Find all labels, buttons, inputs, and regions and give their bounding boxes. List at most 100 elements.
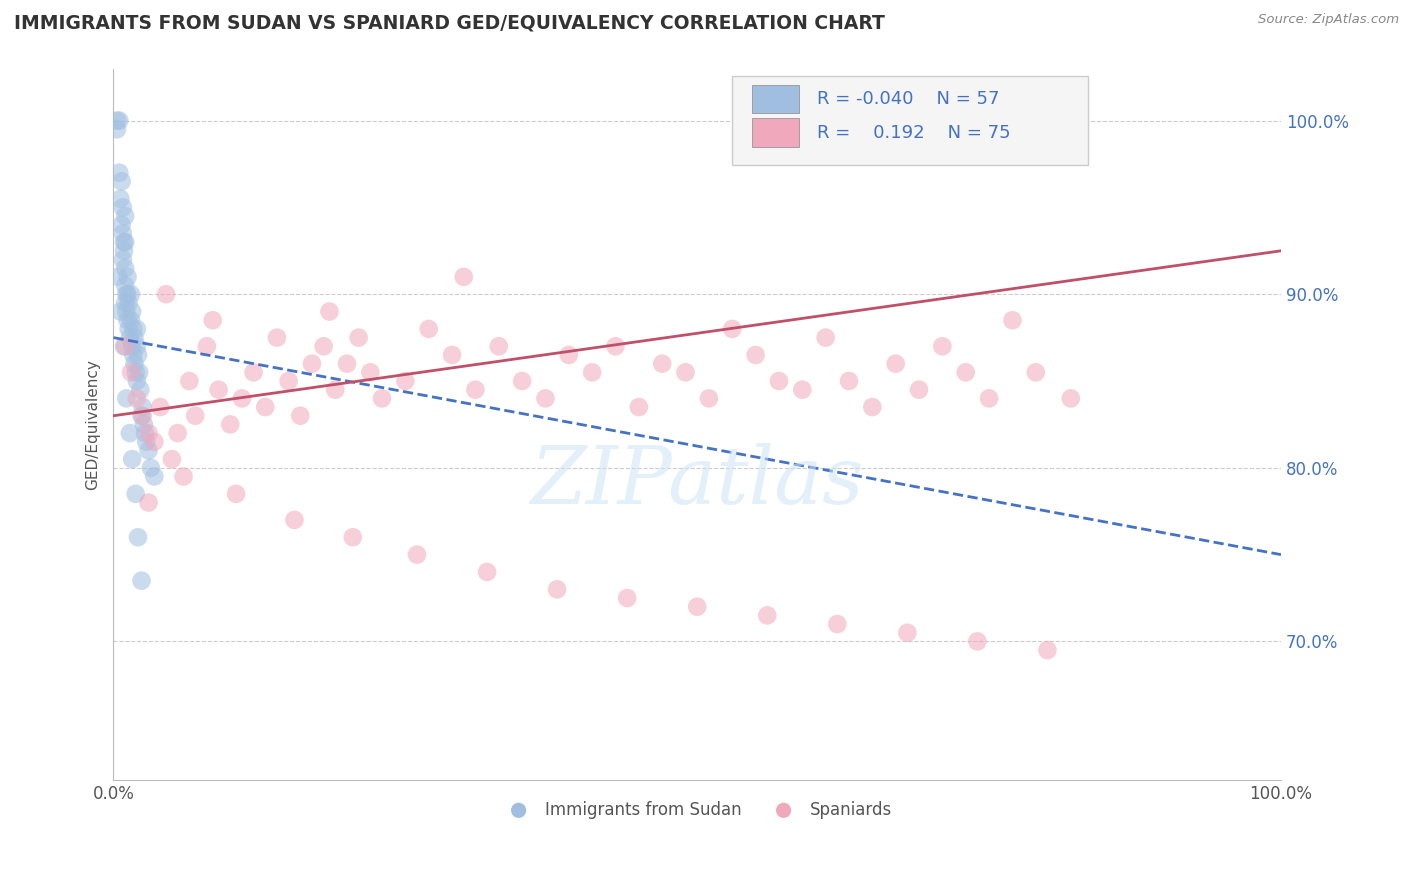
Point [179, 374, 201, 388]
Point [111, 201, 134, 215]
Text: Source: ZipAtlas.com: Source: ZipAtlas.com [1258, 13, 1399, 27]
Point [1025, 365, 1047, 379]
Point [242, 365, 264, 379]
Point [342, 530, 364, 544]
Point [721, 322, 744, 336]
Point [114, 278, 136, 293]
Point [1060, 392, 1083, 406]
Point [219, 417, 242, 432]
Text: R = -0.040    N = 57: R = -0.040 N = 57 [817, 90, 1000, 108]
Point [127, 348, 149, 362]
Point [121, 304, 143, 318]
Point [111, 252, 134, 267]
Point [115, 287, 138, 301]
Point [627, 400, 650, 414]
Point [453, 269, 475, 284]
Point [122, 348, 145, 362]
Point [112, 339, 135, 353]
Point [605, 339, 627, 353]
Legend: Immigrants from Sudan, Spaniards: Immigrants from Sudan, Spaniards [495, 794, 900, 825]
Point [108, 166, 131, 180]
Point [266, 330, 288, 344]
Point [406, 548, 429, 562]
Point [127, 530, 149, 544]
Point [111, 174, 134, 188]
Point [184, 409, 207, 423]
Point [118, 330, 141, 344]
Point [125, 392, 148, 406]
FancyBboxPatch shape [752, 119, 799, 147]
Point [124, 487, 146, 501]
Point [277, 374, 299, 388]
Point [120, 365, 142, 379]
Point [124, 357, 146, 371]
Point [616, 591, 638, 605]
Point [359, 365, 381, 379]
Point [132, 417, 155, 432]
Point [115, 392, 138, 406]
Point [124, 330, 146, 344]
Point [955, 365, 977, 379]
Point [977, 392, 1000, 406]
Point [301, 357, 323, 371]
Point [117, 313, 139, 327]
Point [125, 374, 148, 388]
Point [117, 269, 139, 284]
Point [173, 469, 195, 483]
Y-axis label: GED/Equivalency: GED/Equivalency [86, 359, 100, 490]
Point [125, 322, 148, 336]
Point [581, 365, 603, 379]
Point [336, 357, 359, 371]
Point [510, 374, 533, 388]
Point [131, 574, 153, 588]
Point [131, 409, 153, 423]
Point [318, 304, 340, 318]
FancyBboxPatch shape [752, 85, 799, 113]
Point [121, 339, 143, 353]
Point [138, 443, 160, 458]
Point [254, 400, 277, 414]
Point [134, 426, 156, 441]
Point [114, 339, 136, 353]
Point [105, 122, 128, 136]
Point [108, 113, 131, 128]
Point [768, 374, 790, 388]
Point [139, 460, 162, 475]
Point [231, 392, 253, 406]
Point [166, 426, 188, 441]
Point [115, 304, 138, 318]
Point [107, 269, 129, 284]
Point [118, 322, 141, 336]
Point [105, 113, 128, 128]
Point [112, 235, 135, 249]
Point [120, 313, 142, 327]
Point [290, 409, 312, 423]
Point [814, 330, 837, 344]
Point [827, 617, 849, 632]
Point [931, 339, 953, 353]
Point [488, 339, 510, 353]
Point [128, 365, 150, 379]
Point [534, 392, 557, 406]
Point [111, 218, 134, 232]
Text: IMMIGRANTS FROM SUDAN VS SPANIARD GED/EQUIVALENCY CORRELATION CHART: IMMIGRANTS FROM SUDAN VS SPANIARD GED/EQ… [14, 13, 884, 32]
Point [347, 330, 370, 344]
Point [371, 392, 394, 406]
Point [207, 383, 229, 397]
Point [884, 357, 907, 371]
Point [312, 339, 335, 353]
Text: R =    0.192    N = 75: R = 0.192 N = 75 [817, 124, 1011, 142]
Point [111, 227, 134, 241]
Point [464, 383, 486, 397]
Point [908, 383, 931, 397]
Point [283, 513, 305, 527]
Point [143, 434, 166, 449]
FancyBboxPatch shape [733, 76, 1088, 165]
Point [744, 348, 766, 362]
Point [124, 365, 146, 379]
Point [323, 383, 346, 397]
Point [118, 296, 141, 310]
Point [114, 296, 136, 310]
Point [117, 287, 139, 301]
Text: ZIPatlas: ZIPatlas [530, 442, 863, 520]
